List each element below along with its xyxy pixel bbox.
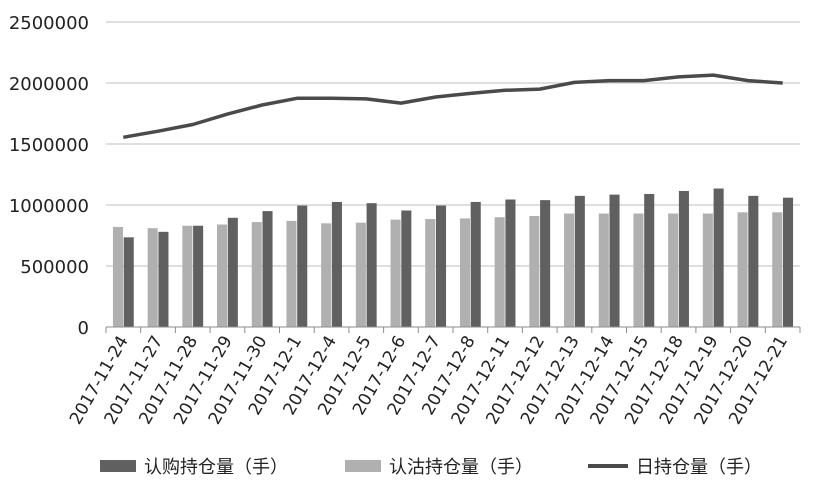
legend: 认购持仓量（手） 认沽持仓量（手） 日持仓量（手） — [100, 457, 762, 478]
y-axis-ticks: 0 500000 1000000 1500000 2000000 2500000 — [9, 13, 89, 339]
bar — [633, 213, 644, 327]
bar — [401, 210, 412, 327]
bar — [112, 226, 124, 327]
bar — [262, 211, 273, 327]
bar — [297, 205, 308, 327]
bar — [251, 222, 262, 327]
bar — [366, 203, 377, 327]
bar — [459, 218, 471, 327]
bar — [123, 237, 134, 327]
bar — [425, 219, 436, 327]
bar — [702, 213, 713, 327]
bar — [355, 222, 366, 327]
bar — [529, 215, 540, 327]
y-tick-label: 500000 — [20, 257, 89, 278]
y-tick-label: 2500000 — [9, 13, 89, 34]
series-line — [122, 73, 783, 140]
bar — [227, 217, 238, 327]
bar — [390, 219, 401, 327]
bar — [494, 217, 505, 327]
bar — [644, 194, 655, 327]
x-axis — [105, 326, 801, 333]
bar — [147, 228, 158, 327]
legend-swatch — [100, 460, 136, 472]
bar — [158, 231, 169, 327]
y-tick-label: 1000000 — [9, 196, 89, 217]
bar — [737, 212, 748, 327]
bar — [609, 194, 620, 327]
bar — [217, 224, 228, 327]
bar — [193, 225, 204, 327]
bar — [182, 225, 193, 327]
bar — [564, 213, 575, 327]
gridlines — [106, 21, 800, 267]
bar — [678, 190, 689, 327]
bar — [574, 195, 585, 327]
bar — [321, 223, 332, 327]
bar-series — [112, 188, 794, 327]
legend-label: 认购持仓量（手） — [144, 457, 288, 478]
bar — [772, 212, 783, 327]
bar — [713, 188, 724, 327]
bar — [331, 201, 342, 327]
bar — [470, 201, 481, 327]
y-tick-label: 1500000 — [9, 135, 89, 156]
legend-label: 日持仓量（手） — [636, 457, 762, 478]
bar — [540, 200, 551, 327]
bar — [286, 220, 297, 327]
legend-swatch — [345, 460, 381, 472]
bar — [668, 213, 679, 327]
line-series — [122, 73, 783, 140]
x-axis-ticks: 2017-11-242017-11-272017-11-282017-11-29… — [66, 332, 792, 428]
bar — [782, 197, 794, 327]
bar — [598, 213, 609, 327]
bar — [505, 199, 516, 327]
y-tick-label: 2000000 — [9, 74, 89, 95]
legend-label: 认沽持仓量（手） — [389, 457, 533, 478]
y-tick-label: 0 — [78, 318, 89, 339]
bar — [748, 195, 759, 327]
bar — [435, 205, 447, 327]
